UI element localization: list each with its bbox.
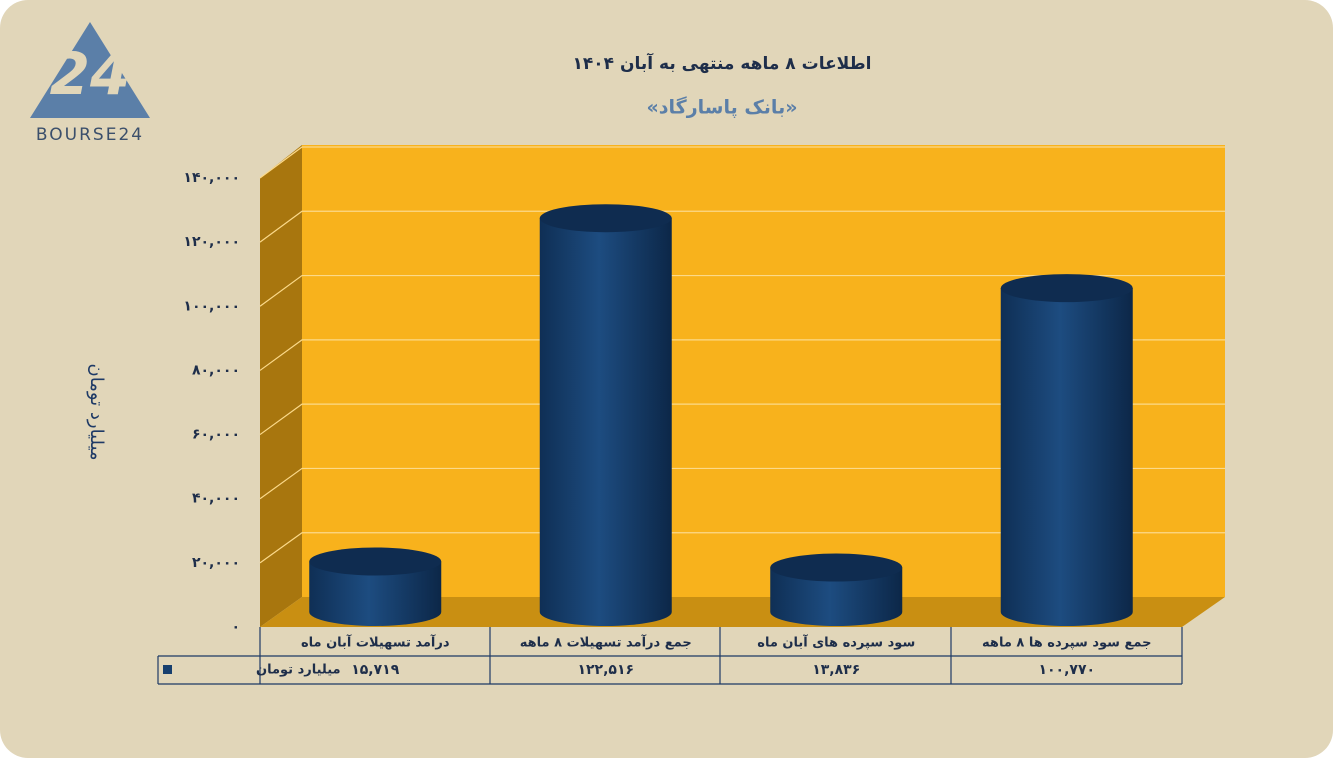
chart-subtitle: «بانک پاسارگاد»	[647, 96, 798, 119]
chart-title: اطلاعات ۸ ماهه منتهی به آبان ۱۴۰۴	[573, 52, 872, 74]
legend-label: میلیارد تومان	[256, 663, 341, 678]
logo: 24 BOURSE24	[30, 22, 150, 145]
x-tick-label: سود سپرده های آبان ماه	[757, 634, 915, 651]
x-tick-label: درآمد تسهیلات آبان ماه	[301, 634, 450, 651]
x-tick-label: جمع درآمد تسهیلات ۸ ماهه	[520, 634, 692, 651]
bar-top	[770, 553, 903, 582]
y-tick-label: ۶۰,۰۰۰	[192, 427, 240, 443]
grid-line	[259, 339, 1225, 371]
bar	[770, 567, 903, 626]
back-wall	[302, 145, 1225, 597]
bar	[539, 218, 672, 626]
grid-line	[259, 210, 1225, 243]
logo-text: BOURSE24	[36, 125, 144, 145]
y-axis-label: میلیارد تومان	[86, 363, 107, 460]
bar	[309, 561, 442, 626]
bar-top	[1000, 274, 1133, 303]
data-table	[157, 627, 1183, 685]
y-tick-label: ۱۰۰,۰۰۰	[183, 298, 240, 314]
y-tick-label: ۸۰,۰۰۰	[192, 362, 240, 378]
side-wall	[260, 145, 302, 627]
y-tick-label: ۱۴۰,۰۰۰	[183, 170, 240, 186]
y-tick-label: ۱۲۰,۰۰۰	[183, 234, 240, 250]
y-tick-label: ۴۰,۰۰۰	[192, 491, 240, 507]
grid-line	[259, 532, 1225, 564]
x-tick-label: جمع سود سپرده ها ۸ ماهه	[982, 636, 1151, 651]
y-tick-label: ۲۰,۰۰۰	[192, 555, 240, 571]
grid-line	[259, 146, 1225, 179]
bar	[1000, 288, 1133, 626]
grid-line	[259, 403, 1225, 436]
data-label: ۱۳,۸۳۶	[812, 662, 860, 678]
data-label: ۱۵,۷۱۹	[351, 662, 399, 678]
legend-swatch	[163, 665, 172, 674]
data-label: ۱۲۲,۵۱۶	[577, 662, 634, 678]
bar-top	[309, 547, 442, 576]
svg-text:24: 24	[50, 40, 131, 108]
bar-top	[539, 204, 672, 233]
grid-line	[259, 274, 1225, 307]
grid-line	[259, 467, 1225, 500]
y-tick-label: ۰	[231, 619, 240, 635]
floor	[260, 597, 1225, 627]
data-label: ۱۰۰,۷۷۰	[1038, 662, 1095, 678]
